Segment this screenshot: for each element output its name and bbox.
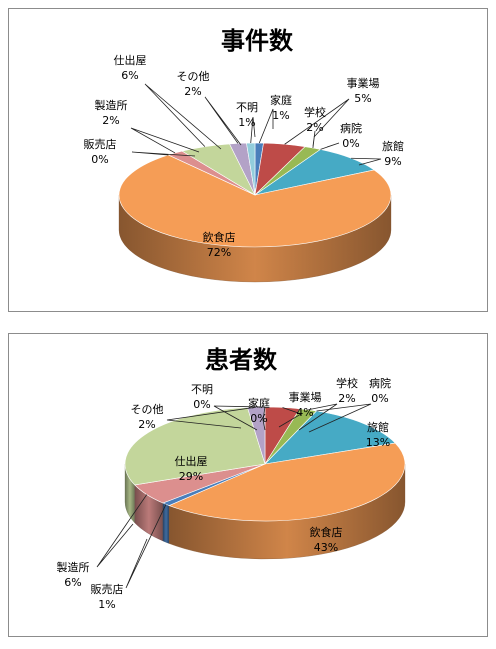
slice-value-label: 0% (91, 153, 108, 166)
leader-line-slice-6 (131, 151, 196, 157)
slice-value-label: 29% (179, 470, 203, 483)
pie-slice-slice-10 (246, 142, 256, 196)
slice-value-label: 2% (138, 418, 155, 431)
slice-name-label: 仕出屋 (114, 53, 147, 67)
leader-line-slice-7 (96, 494, 148, 568)
leader-line-slice-4 (351, 157, 382, 166)
slice-name-label: 飲食店 (203, 230, 236, 244)
pie-slice-slice-5 (118, 154, 392, 248)
slice-name-label: 学校 (304, 105, 326, 119)
pie-chart-patients-svg: 患者数 家庭0%事業場4%学校2%病院0%旅館13%飲食店43%販売店1%製造所… (57, 346, 406, 611)
leader-line-slice-8 (144, 83, 222, 150)
leader-line-slice-3 (320, 142, 340, 150)
slice-name-label: 学校 (336, 376, 358, 390)
slice-value-label: 13% (366, 436, 390, 449)
leader-line-slice-9 (204, 96, 242, 146)
slice-name-label: 製造所 (57, 560, 90, 574)
slice-value-label: 2% (102, 114, 119, 127)
leader-line-slice-1 (278, 407, 302, 428)
slice-value-label: 9% (384, 155, 401, 168)
slice-value-label: 72% (207, 246, 231, 259)
leader-line-slice-3 (308, 403, 372, 433)
pie-chart-incidents: 事件数 家庭 1% 事業場 5% 学校 2% 病院 0% 旅館 9% 飲食店 72% 販売店 0% 製造所 2… (8, 8, 488, 312)
slice-value-label: 2% (184, 85, 201, 98)
slice-name-label: 事業場 (289, 391, 322, 404)
slice-name-label: 旅館 (367, 420, 389, 434)
slice-name-label: 販売店 (84, 137, 117, 151)
slice-name-label: 製造所 (95, 98, 128, 112)
slice-value-label: 0% (193, 398, 210, 411)
leader-line-slice-9 (166, 406, 257, 429)
pie-chart-patients: 患者数 家庭 0% 事業場 4% 学校 2% 病院 0% 旅館 13% 飲食店 43% 販売店 1% 製造所… (8, 333, 488, 637)
slice-value-label: 0% (250, 412, 267, 425)
pie-top (124, 406, 406, 522)
slice-value-label: 0% (371, 392, 388, 405)
slice-value-label: 6% (64, 576, 81, 589)
leader-line-slice-1 (284, 98, 350, 145)
leader-line-slice-6 (125, 504, 167, 589)
slice-name-label: その他 (131, 403, 164, 416)
slice-name-label: 販売店 (91, 582, 124, 596)
slice-name-label: 不明 (191, 383, 213, 396)
slice-value-label: 43% (314, 541, 338, 554)
chart-title: 患者数 (205, 346, 278, 374)
slice-value-label: 6% (121, 69, 138, 82)
slice-name-label: 仕出屋 (175, 454, 208, 468)
pie-chart-incidents-svg: 事件数 家庭 1% 事業場 5% 学校 2% 病院 0% 旅館 9% 飲食店 72% 販売店 0% 製造所 2… (84, 27, 405, 283)
slice-name-label: 家庭 (270, 93, 292, 107)
leader-line-slice-10 (213, 405, 266, 431)
slice-value-label: 4% (296, 406, 313, 419)
slice-value-label: 2% (338, 392, 355, 405)
pie-labels: 家庭0%事業場4%学校2%病院0%旅館13%飲食店43%販売店1%製造所6%仕出… (57, 376, 392, 611)
leader-line-slice-2 (298, 403, 338, 431)
chart-title: 事件数 (221, 27, 294, 55)
leader-line-slice-7 (130, 127, 200, 154)
slice-value-label: 1% (272, 109, 289, 122)
slice-name-label: その他 (177, 70, 210, 83)
slice-value-label: 0% (342, 137, 359, 150)
slice-name-label: 病院 (369, 376, 391, 390)
slice-value-label: 1% (238, 116, 255, 129)
slice-name-label: 病院 (340, 121, 362, 135)
pie-slice-slice-5 (168, 442, 406, 522)
pie-top (118, 142, 392, 248)
slice-value-label: 5% (354, 92, 371, 105)
leader-line-slice-10 (250, 116, 256, 144)
pie-slice-slice-4 (264, 410, 396, 465)
pie-sides (124, 463, 406, 560)
slice-name-label: 不明 (236, 101, 258, 114)
slice-name-label: 旅館 (382, 139, 404, 153)
leader-line-slice-0 (258, 108, 274, 144)
pie-labels: 家庭 1% 事業場 5% 学校 2% 病院 0% 旅館 9% 飲食店 72% 販売店 0% 製造所 2% 仕出屋… (84, 53, 405, 259)
slice-name-label: 事業場 (347, 77, 380, 90)
leader-line-slice-0 (262, 406, 266, 431)
slice-value-label: 2% (306, 121, 323, 134)
slice-name-label: 飲食店 (310, 525, 343, 539)
leader-line-slice-2 (312, 130, 316, 148)
slice-value-label: 1% (98, 598, 115, 611)
